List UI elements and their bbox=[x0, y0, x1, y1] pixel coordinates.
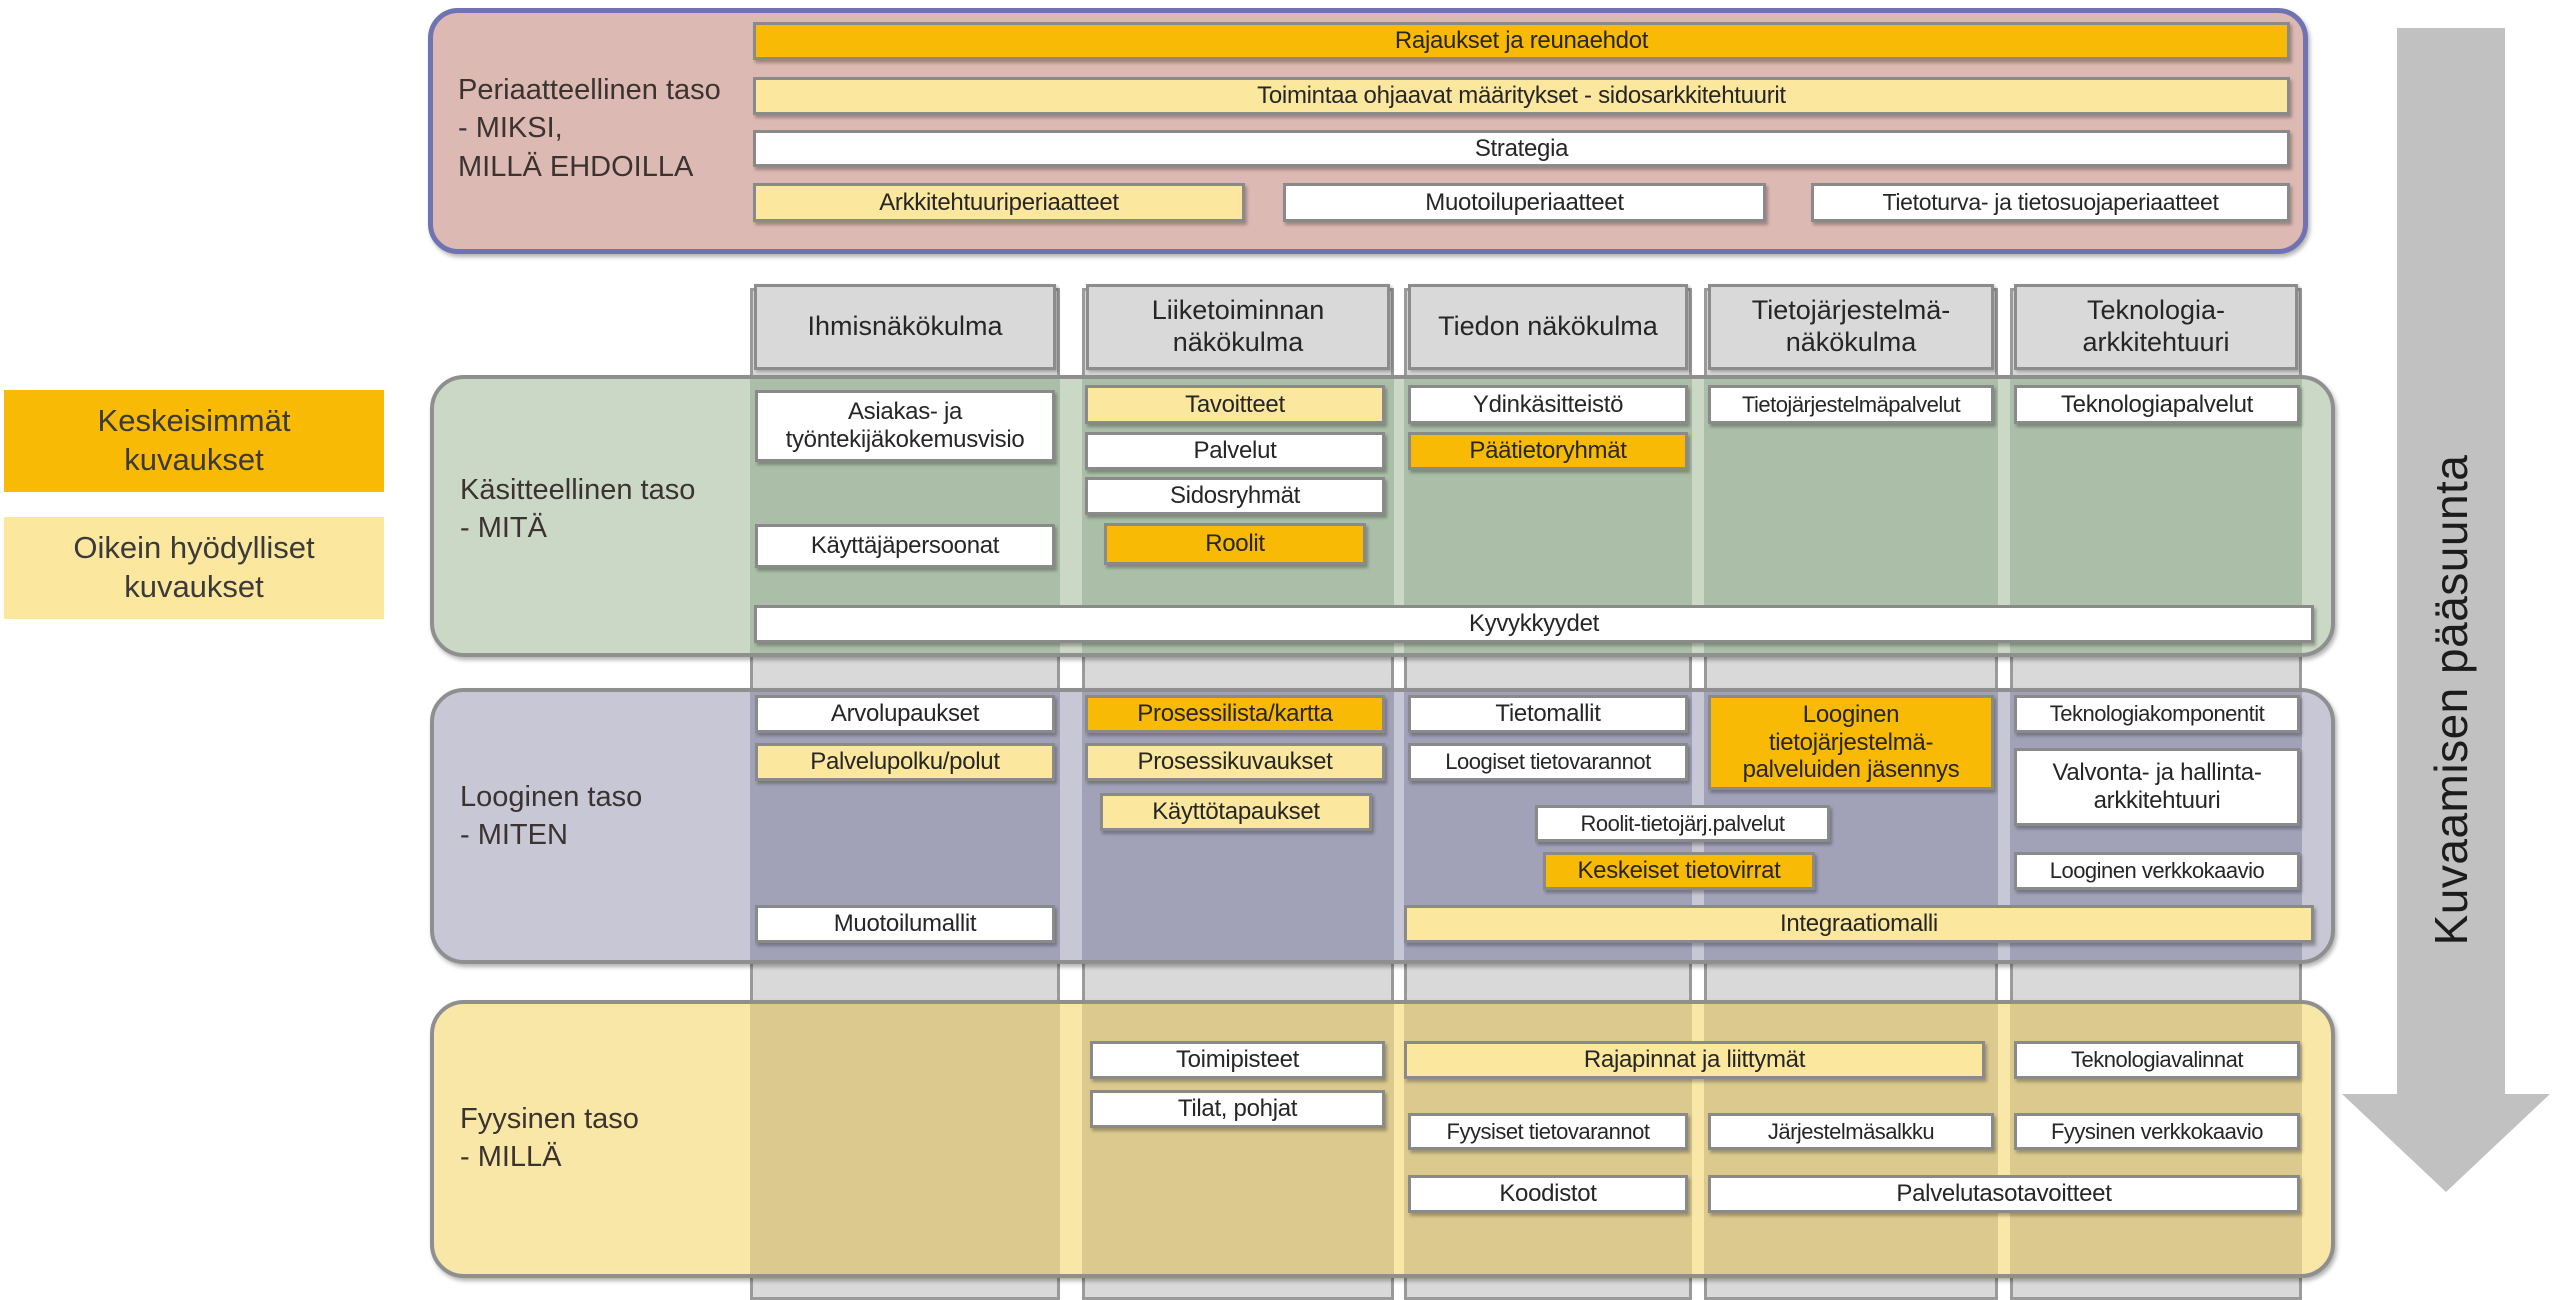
box-sidosryhmat: Sidosryhmät bbox=[1085, 477, 1385, 515]
logical-level-label: Looginen taso - MITEN bbox=[460, 781, 643, 852]
box-jarjestelmasalkku: Järjestelmäsalkku bbox=[1708, 1113, 1994, 1150]
box-muotoiluperiaatteet: Muotoiluperiaatteet bbox=[1283, 183, 1766, 222]
box-tilat-pohjat: Tilat, pohjat bbox=[1090, 1090, 1385, 1128]
physical-level-label: Fyysinen taso - MILLÄ bbox=[460, 1103, 639, 1174]
column-header-technology: Teknologia- arkkitehtuuri bbox=[2014, 284, 2298, 370]
direction-arrow-label: Kuvaamisen pääsuunta bbox=[2425, 454, 2477, 946]
section-principle-level: Periaatteellinen taso - MIKSI, MILLÄ EHD… bbox=[428, 8, 2308, 254]
box-rajapinnat-ja-liittymat: Rajapinnat ja liittymät bbox=[1404, 1041, 1985, 1079]
box-looginen-tietojarjestelmapalveluiden-jasennys: Looginen tietojärjestelmä- palveluiden j… bbox=[1708, 695, 1994, 790]
section-logical-level: Looginen taso - MITEN Arvolupaukset Palv… bbox=[430, 688, 2335, 964]
column-header-information-system: Tietojärjestelmä- näkökulma bbox=[1708, 284, 1994, 370]
box-palvelupolku-polut: Palvelupolku/polut bbox=[755, 743, 1055, 781]
box-ydinkasitteisto: Ydinkäsitteistö bbox=[1408, 385, 1688, 424]
conceptual-level-label: Käsitteellinen taso - MITÄ bbox=[460, 474, 696, 545]
section-conceptual-level: Käsitteellinen taso - MITÄ Asiakas- ja t… bbox=[430, 375, 2335, 657]
direction-arrow-head bbox=[2342, 1094, 2550, 1192]
box-kayttotapaukset: Käyttötapaukset bbox=[1100, 793, 1372, 831]
box-fyysiset-tietovarannot: Fyysiset tietovarannot bbox=[1408, 1113, 1688, 1150]
box-tavoitteet: Tavoitteet bbox=[1085, 385, 1385, 424]
box-rajaukset-ja-reunaehdot: Rajaukset ja reunaehdot bbox=[753, 22, 2290, 60]
box-keskeiset-tietovirrat: Keskeiset tietovirrat bbox=[1543, 852, 1815, 890]
physical-strip-human bbox=[750, 1004, 1060, 1274]
direction-arrow-shaft bbox=[2397, 28, 2505, 1094]
box-integraatiomalli: Integraatiomalli bbox=[1404, 905, 2314, 943]
box-looginen-verkkokaavio: Looginen verkkokaavio bbox=[2014, 852, 2300, 890]
box-tietojarjestelmapalvelut: Tietojärjestelmäpalvelut bbox=[1708, 385, 1994, 424]
box-palvelut: Palvelut bbox=[1085, 432, 1385, 470]
section-physical-level: Fyysinen taso - MILLÄ Toimipisteet Tilat… bbox=[430, 1000, 2335, 1278]
box-toimipisteet: Toimipisteet bbox=[1090, 1041, 1385, 1079]
box-teknologiavalinnat: Teknologiavalinnat bbox=[2014, 1041, 2300, 1079]
box-asiakas-ja-tyontekijakokemusvisio: Asiakas- ja työntekijäkokemusvisio bbox=[755, 390, 1055, 462]
box-prosessilista-kartta: Prosessilista/kartta bbox=[1085, 695, 1385, 733]
box-tietomallit: Tietomallit bbox=[1408, 695, 1688, 733]
principle-level-label: Periaatteellinen taso - MIKSI, MILLÄ EHD… bbox=[458, 74, 721, 183]
box-teknologiapalvelut: Teknologiapalvelut bbox=[2014, 385, 2300, 424]
box-arkkitehtuuriperiaatteet: Arkkitehtuuriperiaatteet bbox=[753, 183, 1245, 222]
box-paatietoryhmat: Päätietoryhmät bbox=[1408, 432, 1688, 470]
box-roolit-tietojarj-palvelut: Roolit-tietojärj.palvelut bbox=[1535, 805, 1830, 842]
box-loogiset-tietovarannot: Loogiset tietovarannot bbox=[1408, 743, 1688, 781]
box-roolit: Roolit bbox=[1104, 523, 1366, 565]
box-strategia: Strategia bbox=[753, 130, 2290, 167]
box-kyvykkyydet: Kyvykkyydet bbox=[754, 605, 2314, 643]
box-muotoilumallit: Muotoilumallit bbox=[755, 905, 1055, 943]
box-toimintaa-ohjaavat-maaritykset: Toimintaa ohjaavat määritykset - sidosar… bbox=[753, 77, 2290, 115]
box-fyysinen-verkkokaavio: Fyysinen verkkokaavio bbox=[2014, 1113, 2300, 1150]
column-header-business: Liiketoiminnan näkökulma bbox=[1086, 284, 1390, 370]
box-koodistot: Koodistot bbox=[1408, 1175, 1688, 1213]
column-header-information: Tiedon näkökulma bbox=[1408, 284, 1688, 370]
box-tietoturva-ja-tietosuojaperiaatteet: Tietoturva- ja tietosuojaperiaatteet bbox=[1811, 183, 2290, 222]
legend-most-important: Keskeisimmät kuvaukset bbox=[4, 390, 384, 492]
box-valvonta-ja-hallinta-arkkitehtuuri: Valvonta- ja hallinta- arkkitehtuuri bbox=[2014, 748, 2300, 826]
box-teknologiakomponentit: Teknologiakomponentit bbox=[2014, 695, 2300, 733]
box-palvelutasotavoitteet: Palvelutasotavoitteet bbox=[1708, 1175, 2300, 1213]
legend-really-useful: Oikein hyödylliset kuvaukset bbox=[4, 517, 384, 619]
box-arvolupaukset: Arvolupaukset bbox=[755, 695, 1055, 733]
box-kayttajapersoonat: Käyttäjäpersoonat bbox=[755, 524, 1055, 568]
column-header-human: Ihmisnäkökulma bbox=[754, 284, 1056, 370]
box-prosessikuvaukset: Prosessikuvaukset bbox=[1085, 743, 1385, 781]
